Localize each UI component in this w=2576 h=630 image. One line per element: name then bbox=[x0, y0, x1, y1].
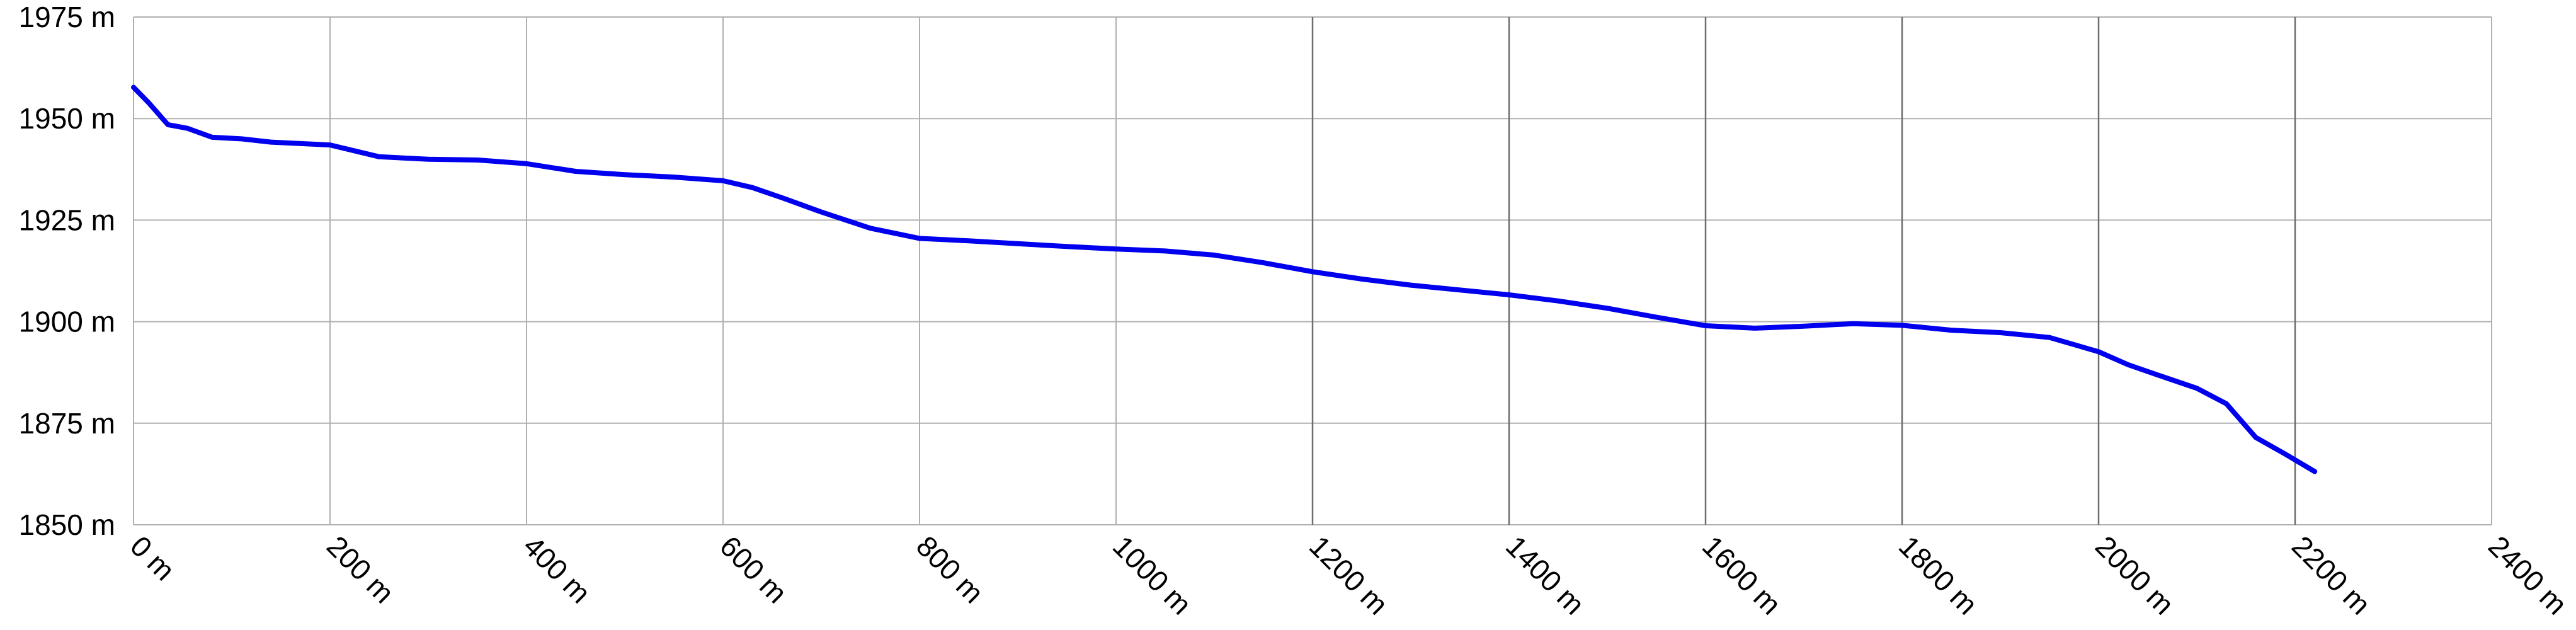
x-tick-label: 200 m bbox=[321, 529, 401, 609]
x-tick-label: 2200 m bbox=[2286, 529, 2377, 621]
y-tick-label: 1900 m bbox=[19, 306, 115, 338]
y-tick-label: 1975 m bbox=[19, 1, 115, 33]
y-tick-label: 1875 m bbox=[19, 407, 115, 440]
x-tick-label: 400 m bbox=[517, 529, 597, 609]
series-group bbox=[131, 84, 2318, 474]
x-tick-label: 600 m bbox=[714, 529, 794, 609]
y-axis-tick-labels: 1850 m 1875 m 1900 m 1925 m 1950 m 1975 m bbox=[19, 1, 115, 541]
y-tick-label: 1950 m bbox=[19, 102, 115, 135]
y-tick-label: 1850 m bbox=[19, 508, 115, 541]
x-tick-label: 2400 m bbox=[2482, 529, 2573, 621]
x-tick-label: 1400 m bbox=[1500, 529, 1591, 621]
x-tick-label: 0 m bbox=[124, 529, 181, 587]
x-tick-label: 1000 m bbox=[1107, 529, 1198, 621]
y-tick-label: 1925 m bbox=[19, 203, 115, 236]
x-axis-tick-labels: 0 m 200 m 400 m 600 m 800 m 1000 m 1200 m 1400 … bbox=[124, 529, 2573, 621]
x-tick-label: 1800 m bbox=[1893, 529, 1984, 621]
x-tick-label: 2000 m bbox=[2089, 529, 2180, 621]
elevation-line bbox=[131, 84, 2318, 474]
x-tick-label: 1600 m bbox=[1696, 529, 1787, 621]
x-tick-label: 1200 m bbox=[1303, 529, 1394, 621]
x-tick-label: 800 m bbox=[910, 529, 990, 609]
